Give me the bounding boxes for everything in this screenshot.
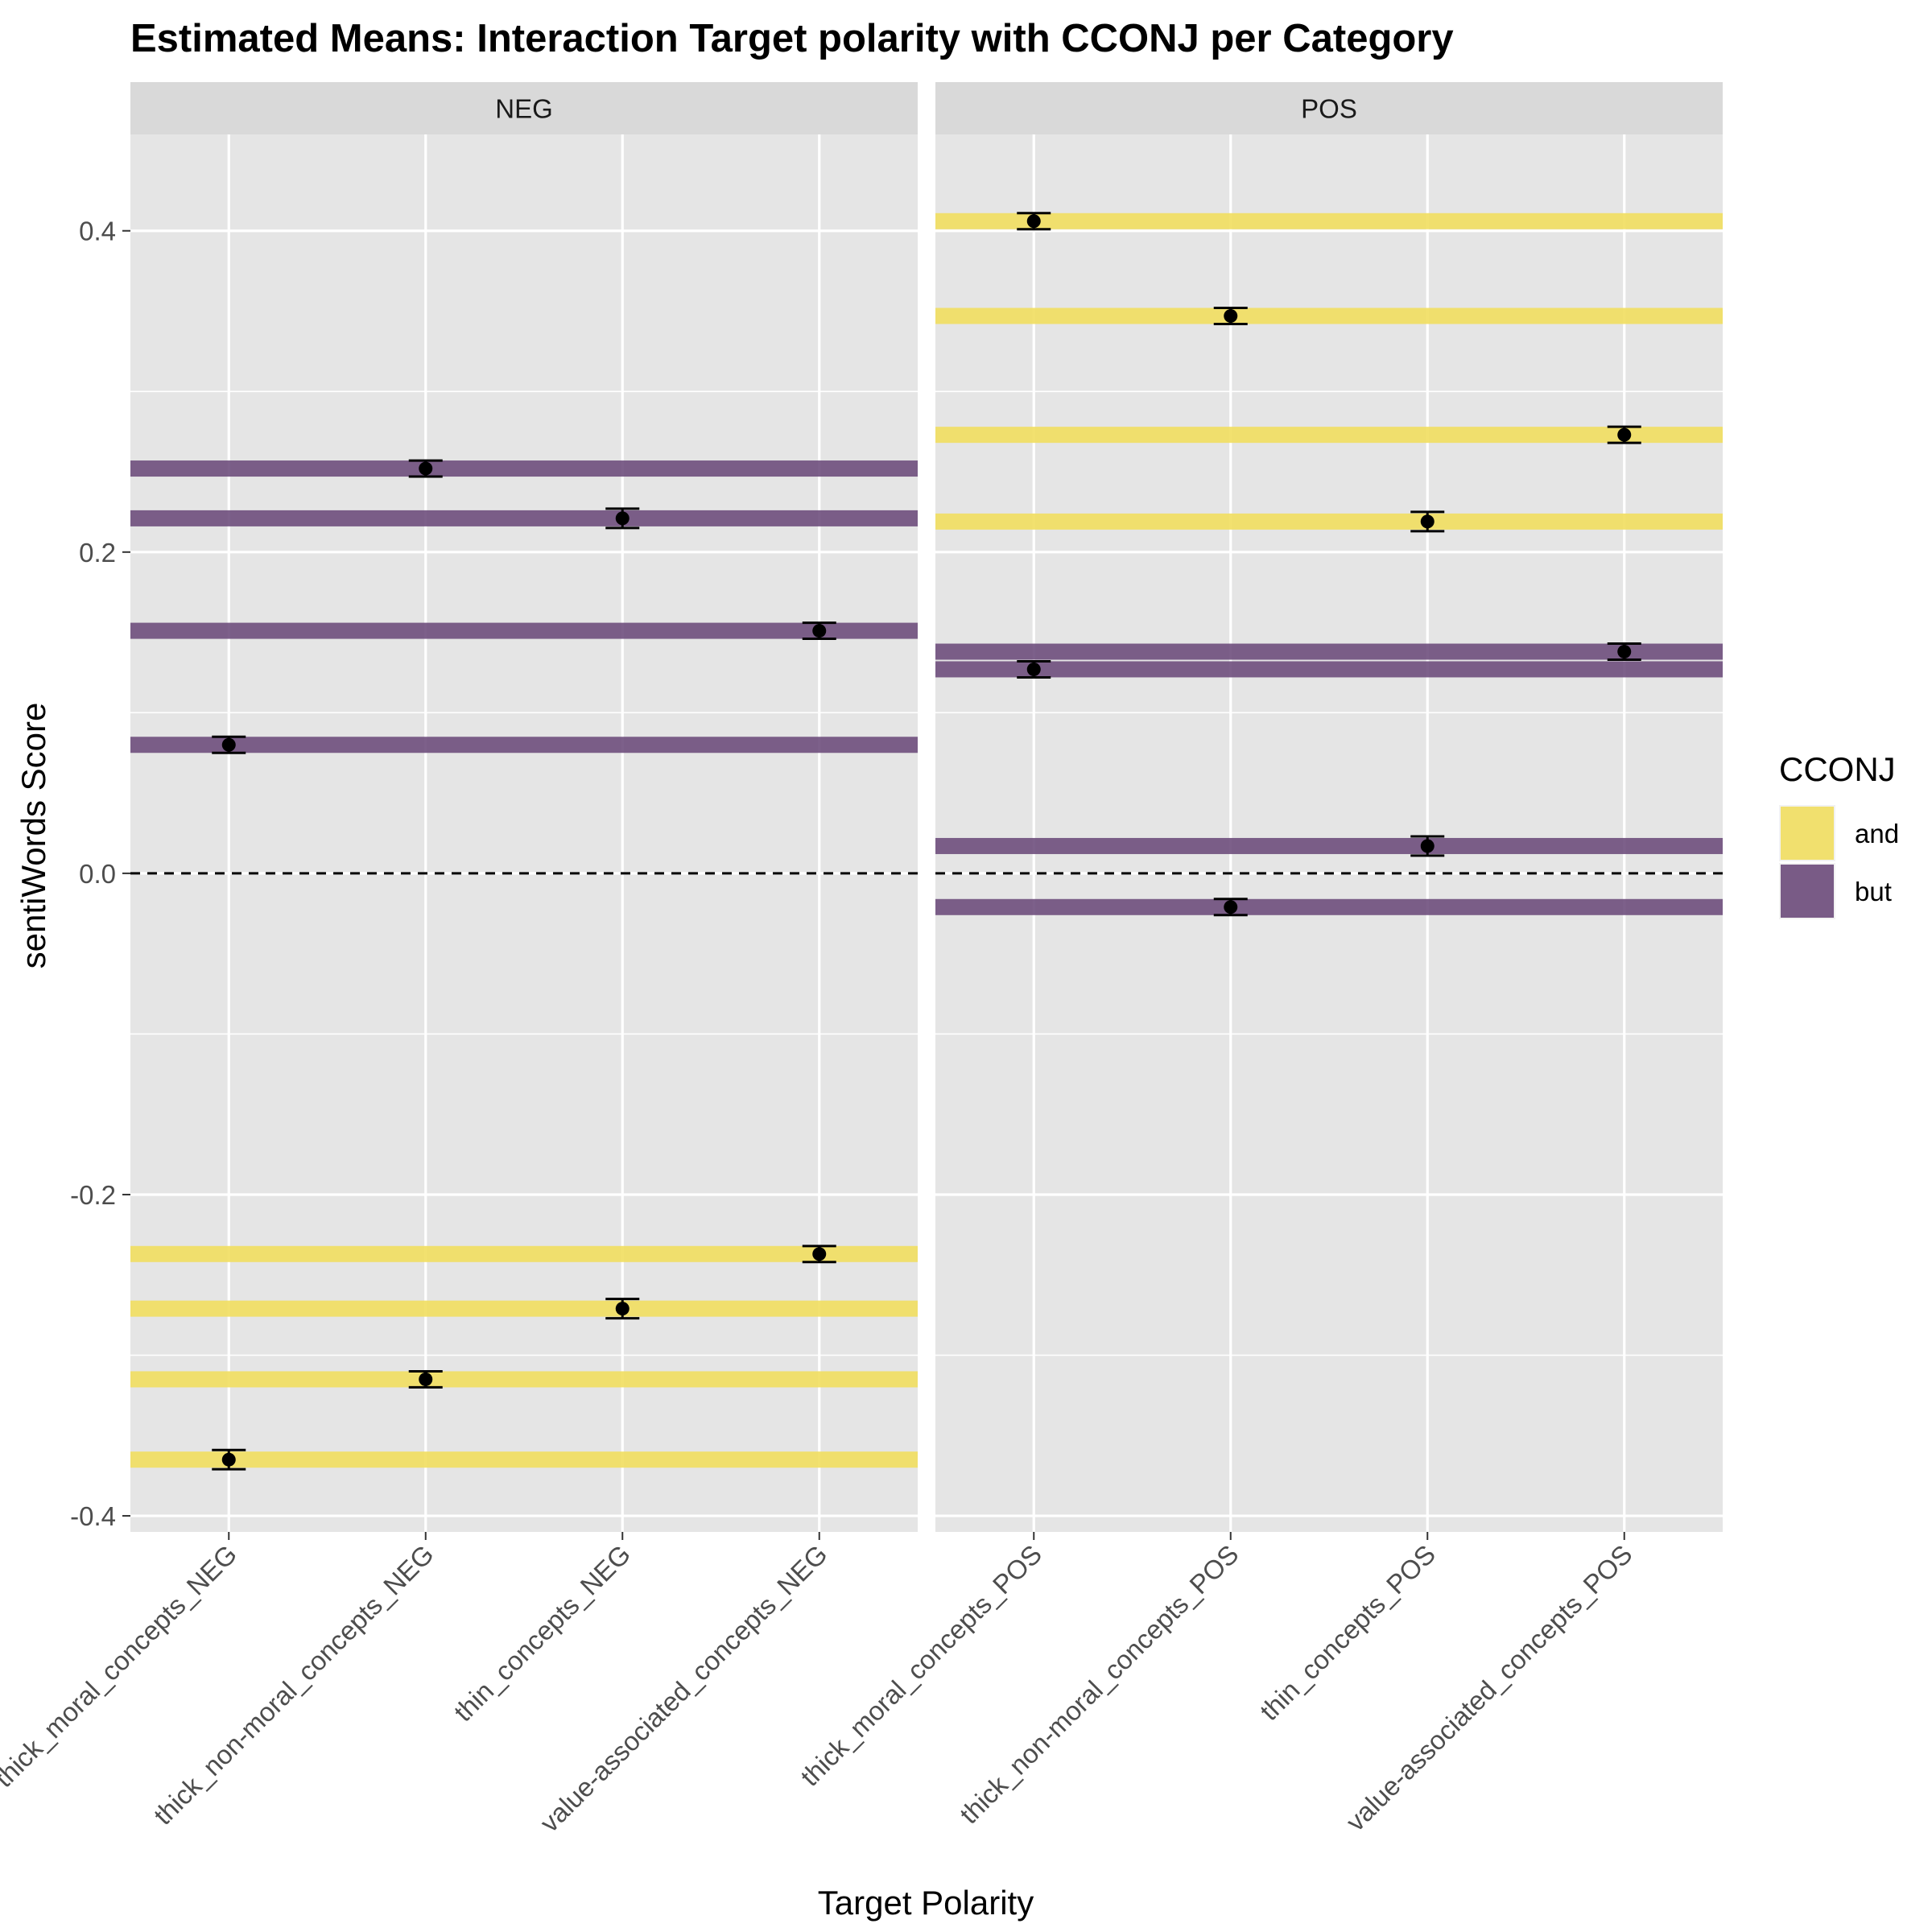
point-and-value-associated_concepts_POS: [1617, 427, 1632, 442]
band-but-value-associated_concepts_NEG: [130, 622, 918, 639]
points: [1017, 212, 1641, 917]
strip-background: [130, 82, 918, 134]
chart-title: Estimated Means: Interaction Target pola…: [130, 17, 1454, 60]
mean-bands: [935, 213, 1723, 915]
band-but-thin_concepts_NEG: [130, 510, 918, 526]
panel-neg: NEG thick_moral_concepts_NEGthick_non-mor…: [0, 82, 918, 1838]
y-tick-label: 0.2: [79, 538, 116, 568]
x-tick-label: thin_concepts_POS: [1254, 1539, 1441, 1726]
x-tick-label: thin_concepts_NEG: [448, 1539, 636, 1728]
mean-bands: [130, 460, 918, 1468]
band-but-thick_non-moral_concepts_POS: [935, 898, 1723, 915]
legend-label: but: [1855, 877, 1892, 906]
point-but-value-associated_concepts_NEG: [812, 624, 827, 638]
band-and-thick_non-moral_concepts_NEG: [130, 1371, 918, 1388]
y-tick-label: -0.4: [70, 1501, 116, 1531]
grid: [130, 134, 918, 1532]
point-but-value-associated_concepts_POS: [1617, 645, 1632, 659]
panel-pos: POS thick_moral_concepts_POSthick_non-mor…: [795, 82, 1723, 1837]
point-and-thin_concepts_NEG: [615, 1302, 630, 1316]
point-but-thin_concepts_NEG: [615, 511, 630, 526]
band-but-thick_non-moral_concepts_NEG: [130, 460, 918, 477]
y-axis: -0.4 -0.2 0.0 0.2 0.4: [70, 217, 130, 1531]
legend: CCONJ and but: [1779, 750, 1899, 919]
points: [212, 459, 836, 1471]
point-and-value-associated_concepts_NEG: [812, 1247, 827, 1261]
band-but-value-associated_concepts_POS: [935, 643, 1723, 660]
legend-swatch: [1781, 865, 1834, 918]
point-and-thin_concepts_POS: [1420, 514, 1435, 529]
y-tick-label: 0.0: [79, 859, 116, 889]
band-but-thin_concepts_POS: [935, 837, 1723, 854]
point-and-thick_non-moral_concepts_NEG: [419, 1372, 433, 1386]
strip-label: NEG: [495, 94, 553, 124]
panel-background: [935, 134, 1723, 1532]
legend-title: CCONJ: [1779, 750, 1896, 788]
point-and-thick_non-moral_concepts_POS: [1224, 308, 1238, 323]
band-and-thin_concepts_POS: [935, 513, 1723, 530]
point-and-thick_moral_concepts_NEG: [221, 1452, 236, 1467]
point-but-thick_non-moral_concepts_NEG: [419, 461, 433, 476]
band-but-thick_moral_concepts_POS: [935, 661, 1723, 678]
x-axis: thick_moral_concepts_POSthick_non-moral_…: [795, 1532, 1638, 1837]
x-axis-title: Target Polarity: [818, 1884, 1034, 1922]
band-and-thick_moral_concepts_POS: [935, 213, 1723, 229]
strip-label: POS: [1301, 94, 1357, 124]
panels: NEG thick_moral_concepts_NEGthick_non-mor…: [0, 82, 1723, 1838]
point-but-thick_moral_concepts_POS: [1026, 662, 1041, 676]
band-but-thick_moral_concepts_NEG: [130, 737, 918, 753]
band-and-value-associated_concepts_NEG: [130, 1245, 918, 1262]
legend-label: and: [1855, 819, 1899, 848]
point-and-thick_moral_concepts_POS: [1026, 214, 1041, 229]
band-and-value-associated_concepts_POS: [935, 427, 1723, 444]
strip-background: [935, 82, 1723, 134]
y-tick-label: 0.4: [79, 217, 116, 246]
band-and-thick_moral_concepts_NEG: [130, 1451, 918, 1468]
point-but-thin_concepts_POS: [1420, 839, 1435, 853]
x-axis: thick_moral_concepts_NEGthick_non-moral_…: [0, 1532, 833, 1838]
y-tick-label: -0.2: [70, 1180, 116, 1210]
band-and-thick_non-moral_concepts_POS: [935, 308, 1723, 324]
y-axis-title: sentiWords Score: [14, 703, 52, 969]
legend-item-but: but: [1779, 863, 1892, 919]
legend-item-and: and: [1779, 805, 1899, 861]
panel-background: [130, 134, 918, 1532]
point-but-thick_moral_concepts_NEG: [221, 737, 236, 752]
legend-swatch: [1781, 807, 1834, 860]
band-and-thin_concepts_NEG: [130, 1300, 918, 1317]
point-but-thick_non-moral_concepts_POS: [1224, 900, 1238, 914]
